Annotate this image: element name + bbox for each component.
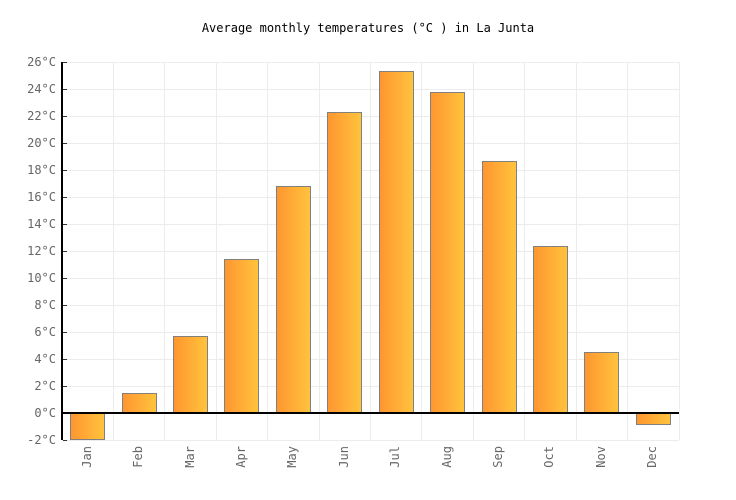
x-gridline xyxy=(267,62,269,440)
x-gridline xyxy=(678,62,680,440)
x-tick-label: Feb xyxy=(131,446,146,468)
y-gridline xyxy=(62,439,679,441)
y-axis-tick xyxy=(63,358,67,360)
bar-feb xyxy=(121,392,157,413)
bar-may xyxy=(275,186,311,413)
y-tick-label: 16°C xyxy=(27,190,56,204)
bar-aug xyxy=(430,91,466,413)
y-tick-label: -2°C xyxy=(27,433,56,447)
x-tick-label: Jul xyxy=(388,446,403,468)
y-tick-label: 20°C xyxy=(27,136,56,150)
x-tick-label: Aug xyxy=(439,446,454,468)
bar-apr xyxy=(224,259,260,413)
y-tick-label: 22°C xyxy=(27,109,56,123)
y-tick-label: 0°C xyxy=(34,406,56,420)
zero-axis-line xyxy=(62,412,679,414)
y-tick-label: 6°C xyxy=(34,325,56,339)
bar-jun xyxy=(327,111,363,413)
x-tick-label: Nov xyxy=(593,446,608,468)
y-tick-label: 24°C xyxy=(27,82,56,96)
y-axis-tick xyxy=(63,277,67,279)
bar-oct xyxy=(532,245,568,413)
y-axis-tick xyxy=(63,169,67,171)
y-axis-tick xyxy=(63,250,67,252)
bar-mar xyxy=(173,336,209,413)
x-tick-label: Oct xyxy=(542,446,557,468)
x-tick-label: Apr xyxy=(233,446,248,468)
chart-title: Average monthly temperatures (°C ) in La… xyxy=(201,21,535,35)
y-axis-tick xyxy=(63,304,67,306)
x-gridline xyxy=(524,62,526,440)
bar-dec xyxy=(635,413,671,426)
y-axis-line xyxy=(61,62,63,440)
x-tick-label: Dec xyxy=(645,446,660,468)
y-axis-tick xyxy=(63,331,67,333)
x-gridline xyxy=(575,62,577,440)
bar-nov xyxy=(584,352,620,413)
x-tick-label: Sep xyxy=(491,446,506,468)
bar-sep xyxy=(481,160,517,413)
x-tick-label: Mar xyxy=(182,446,197,468)
x-gridline xyxy=(472,62,474,440)
x-tick-label: Jun xyxy=(336,446,351,468)
y-axis-tick xyxy=(63,196,67,198)
bar-jan xyxy=(70,413,106,440)
y-axis-tick xyxy=(63,439,67,441)
x-tick-label: May xyxy=(285,446,300,468)
y-tick-label: 12°C xyxy=(27,244,56,258)
x-gridline xyxy=(318,62,320,440)
x-gridline xyxy=(164,62,166,440)
y-tick-label: 10°C xyxy=(27,271,56,285)
y-tick-label: 18°C xyxy=(27,163,56,177)
y-axis-tick xyxy=(63,61,67,63)
y-axis-tick xyxy=(63,385,67,387)
x-gridline xyxy=(215,62,217,440)
x-gridline xyxy=(370,62,371,440)
bar-jul xyxy=(378,71,414,413)
y-tick-label: 26°C xyxy=(27,55,56,69)
y-axis-tick xyxy=(63,115,67,117)
y-tick-label: 14°C xyxy=(27,217,56,231)
y-axis-tick xyxy=(63,142,67,144)
x-gridline xyxy=(112,62,114,440)
x-tick-label: Jan xyxy=(79,446,94,468)
y-tick-label: 2°C xyxy=(34,379,56,393)
y-axis-tick xyxy=(63,223,67,225)
y-axis-tick xyxy=(63,88,67,90)
y-tick-label: 8°C xyxy=(34,298,56,312)
x-gridline xyxy=(421,62,423,440)
y-tick-label: 4°C xyxy=(34,352,56,366)
x-gridline xyxy=(627,62,629,440)
